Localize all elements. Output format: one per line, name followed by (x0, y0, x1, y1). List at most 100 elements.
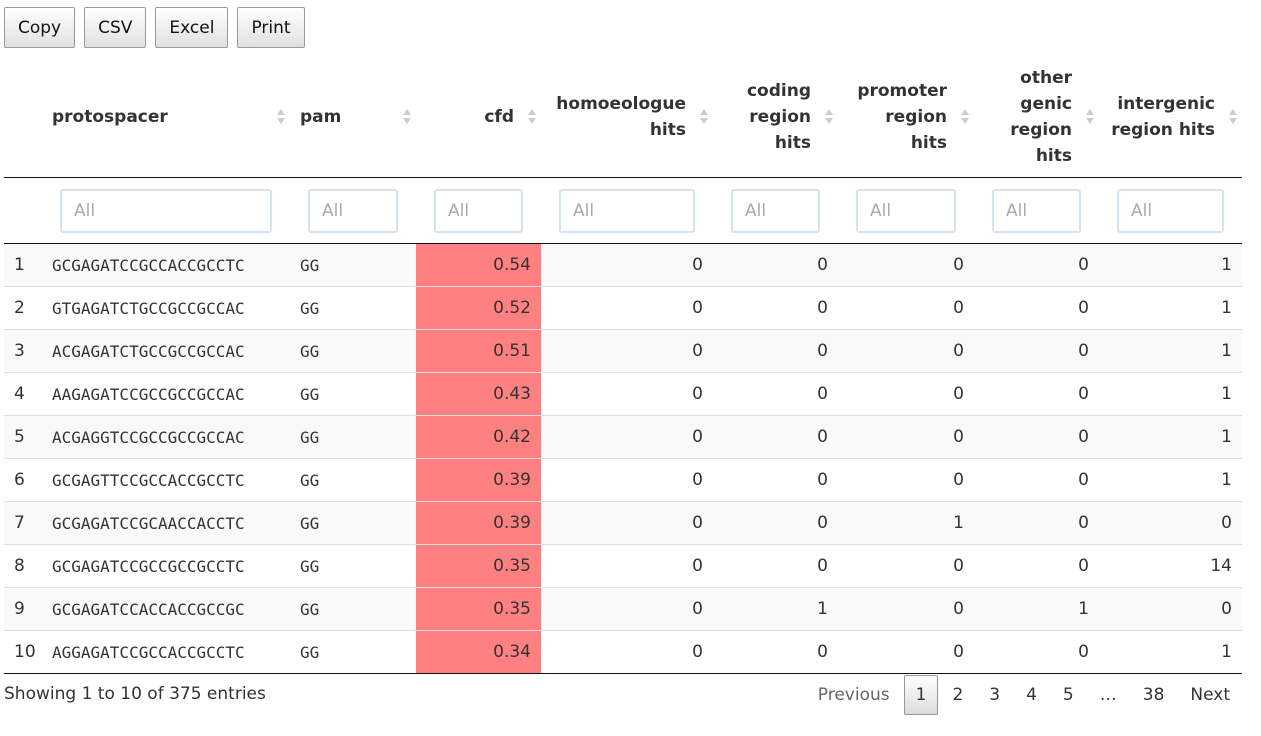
column-header[interactable]: pam (290, 56, 416, 178)
column-header[interactable]: cfd (416, 56, 541, 178)
filter-cell (838, 177, 974, 244)
table-cell: GG (290, 372, 416, 416)
table-cell: GCGAGATCCGCCGCCGCCTC (42, 544, 290, 588)
column-header[interactable]: promoter region hits (838, 56, 974, 178)
table-cell: 0 (541, 458, 713, 502)
row-index: 1 (4, 243, 42, 287)
table-cell: 0.42 (416, 415, 541, 459)
header-label: intergenic region hits (1111, 93, 1215, 140)
table-row: 3 ACGAGATCTGCCGCCGCCAC GG 0.51 0 0 0 0 1 (4, 329, 1242, 373)
row-index: 7 (4, 501, 42, 545)
table-cell: 0 (541, 501, 713, 545)
header-label: pam (300, 106, 342, 127)
export-button[interactable]: Print (237, 7, 305, 48)
table-row: 7 GCGAGATCCGCAACCACCTC GG 0.39 0 0 1 0 0 (4, 501, 1242, 545)
page-button[interactable]: … (1099, 685, 1117, 705)
table-cell: GG (290, 243, 416, 287)
header-label: cfd (484, 106, 514, 127)
column-header[interactable]: intergenic region hits (1099, 56, 1242, 178)
table-cell: 0 (838, 329, 974, 373)
page-button[interactable]: 4 (1026, 685, 1037, 705)
table-cell: GG (290, 458, 416, 502)
column-header[interactable]: coding region hits (713, 56, 838, 178)
table-cell: GG (290, 630, 416, 674)
table-cell: 0 (713, 329, 838, 373)
export-button[interactable]: Excel (155, 7, 229, 48)
filter-input[interactable] (1117, 188, 1224, 233)
table-cell: 0 (974, 329, 1099, 373)
filter-cell (416, 177, 541, 244)
table-row: 4 AAGAGATCCGCCGCCGCCAC GG 0.43 0 0 0 0 1 (4, 372, 1242, 416)
header-label: protospacer (52, 106, 168, 127)
table-cell: 0 (1099, 501, 1242, 545)
page-button[interactable]: 5 (1062, 685, 1074, 705)
table-cell: 0 (541, 415, 713, 459)
table-cell: 1 (713, 587, 838, 631)
table-cell: 0.35 (416, 544, 541, 588)
filter-cell (713, 177, 838, 244)
row-index: 10 (4, 630, 42, 674)
index-header (4, 56, 42, 178)
page-button: 1 (903, 675, 939, 715)
table-cell: 0 (713, 544, 838, 588)
table-cell: 0 (713, 630, 838, 674)
filter-input[interactable] (856, 188, 956, 233)
filter-input[interactable] (559, 188, 695, 233)
page-button[interactable]: Previous (817, 685, 890, 705)
filter-input[interactable] (731, 188, 820, 233)
table-cell: GG (290, 587, 416, 631)
row-index: 9 (4, 587, 42, 631)
table-cell: 0 (541, 587, 713, 631)
table-cell: 0 (838, 458, 974, 502)
row-index: 3 (4, 329, 42, 373)
filter-input[interactable] (60, 188, 272, 233)
table-cell: 1 (1099, 458, 1242, 502)
export-button[interactable]: CSV (84, 7, 147, 48)
page-button[interactable]: 38 (1142, 685, 1165, 705)
column-header[interactable]: other genic region hits (974, 56, 1099, 178)
table-cell: 0 (713, 372, 838, 416)
filter-cell (4, 177, 42, 244)
table-cell: GCGAGTTCCGCCACCGCCTC (42, 458, 290, 502)
table-cell: GG (290, 286, 416, 330)
button-bar: Copy CSV Excel Print (4, 7, 305, 48)
table-cell: 0 (541, 630, 713, 674)
table-cell: 0 (541, 372, 713, 416)
row-index: 8 (4, 544, 42, 588)
table-cell: 1 (974, 587, 1099, 631)
table-cell: 0 (541, 286, 713, 330)
column-header[interactable]: homoeologue hits (541, 56, 713, 178)
table-cell: 14 (1099, 544, 1242, 588)
table-cell: 0.35 (416, 587, 541, 631)
table-cell: 0 (838, 630, 974, 674)
table-row: 2 GTGAGATCTGCCGCCGCCAC GG 0.52 0 0 0 0 1 (4, 286, 1242, 330)
table-cell: 0 (838, 372, 974, 416)
table-cell: 0.51 (416, 329, 541, 373)
table-cell: 0 (974, 501, 1099, 545)
table-cell: 0.54 (416, 243, 541, 287)
table-cell: 0.34 (416, 630, 541, 674)
table-cell: 1 (1099, 415, 1242, 459)
table-cell: 0 (713, 458, 838, 502)
data-table: protospacer pam cfd homoeologue hits coding … (4, 56, 1242, 674)
table-cell: GCGAGATCCACCACCGCCGC (42, 587, 290, 631)
table-cell: 0 (1099, 587, 1242, 631)
table-cell: 0 (838, 415, 974, 459)
table-cell: 0 (713, 243, 838, 287)
row-index: 6 (4, 458, 42, 502)
table-cell: 0 (974, 243, 1099, 287)
table-info: Showing 1 to 10 of 375 entries (4, 684, 266, 704)
page-button[interactable]: 2 (952, 685, 964, 705)
page-button[interactable]: Next (1190, 685, 1230, 705)
table-cell: 1 (838, 501, 974, 545)
table-cell: AGGAGATCCGCCACCGCCTC (42, 630, 290, 674)
page-button[interactable]: 3 (989, 685, 1001, 705)
table-cell: GCGAGATCCGCCACCGCCTC (42, 243, 290, 287)
export-button[interactable]: Copy (4, 7, 76, 48)
header-label: other genic region hits (1010, 67, 1072, 166)
filter-input[interactable] (434, 188, 523, 233)
table-cell: GTGAGATCTGCCGCCGCCAC (42, 286, 290, 330)
filter-input[interactable] (992, 188, 1081, 233)
column-header[interactable]: protospacer (42, 56, 290, 178)
filter-input[interactable] (308, 188, 398, 233)
